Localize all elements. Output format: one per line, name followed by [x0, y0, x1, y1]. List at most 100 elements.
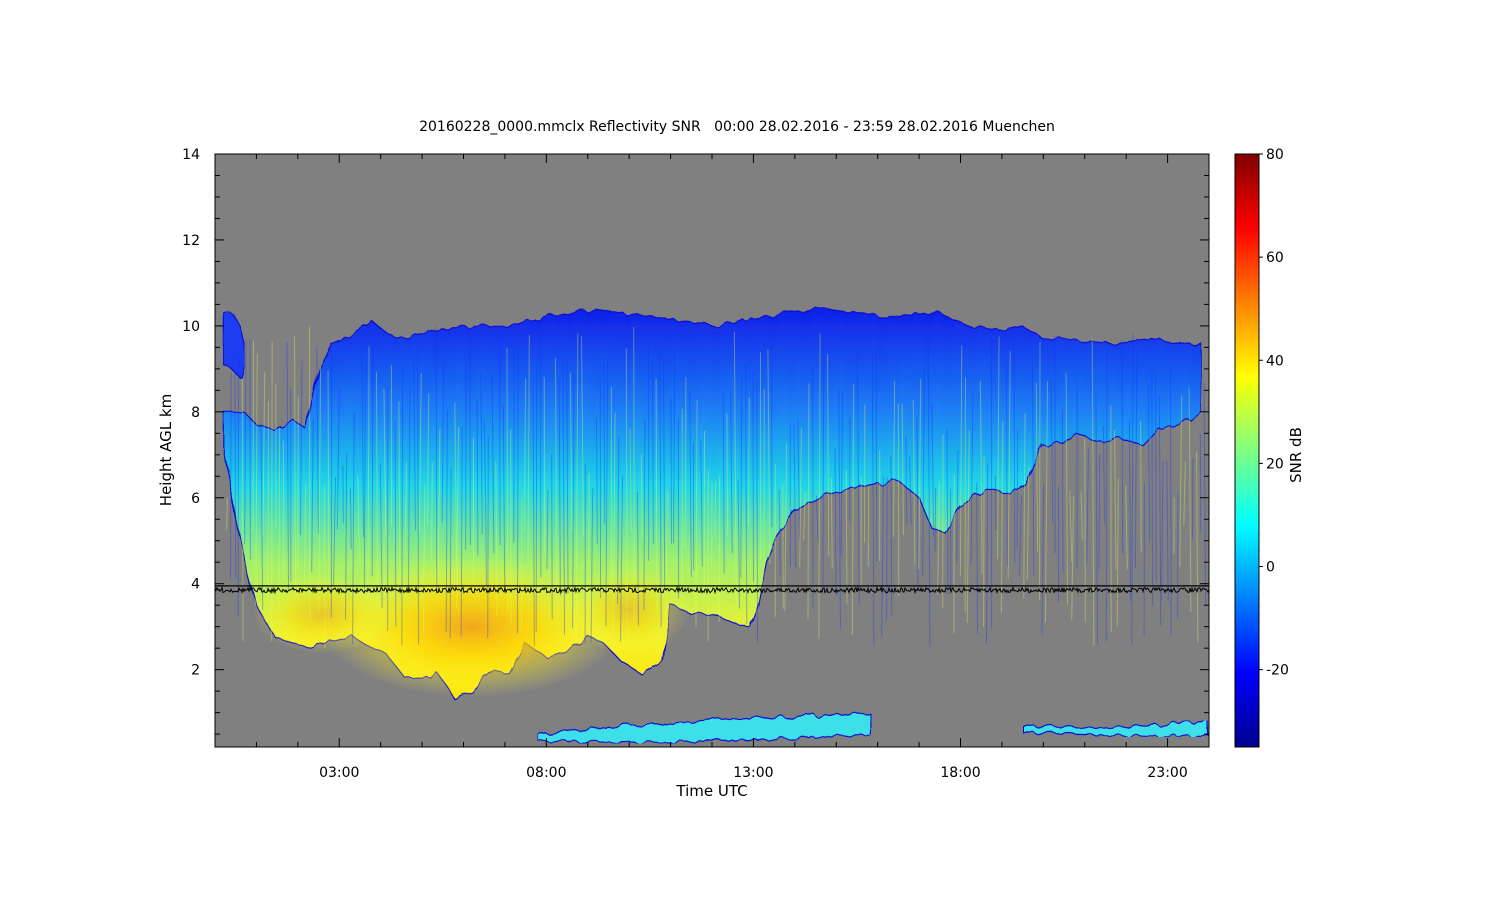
- fall-streak: [363, 366, 366, 595]
- fall-streak: [308, 326, 311, 620]
- fall-streak: [1199, 433, 1202, 532]
- fall-streak: [405, 462, 407, 555]
- fall-streak: [422, 483, 426, 635]
- fall-streak: [1007, 351, 1011, 579]
- fall-streak: [241, 377, 244, 642]
- fall-streak: [983, 455, 985, 627]
- fall-streak: [441, 358, 445, 523]
- fall-streak: [748, 397, 750, 526]
- chart-title: 20160228_0000.mmclx Reflectivity SNR 00:…: [419, 119, 1055, 135]
- colorbar-tick-label: 40: [1266, 353, 1284, 369]
- fall-streak: [979, 380, 983, 574]
- fall-streak: [778, 489, 781, 576]
- fall-streak: [997, 336, 1000, 560]
- fall-streak: [430, 463, 433, 562]
- y-tick-label: 10: [182, 319, 200, 335]
- fall-streak: [1045, 381, 1048, 623]
- fall-streak: [569, 372, 573, 532]
- fall-streak: [892, 380, 896, 537]
- reference-lines: [215, 585, 1209, 595]
- fall-streak: [818, 333, 821, 639]
- fall-streak: [495, 462, 498, 618]
- fall-streak: [799, 428, 802, 568]
- fall-streak: [834, 448, 837, 596]
- fall-streak: [1086, 447, 1089, 563]
- fall-streak: [255, 353, 258, 606]
- colorbar-tick-label: 80: [1266, 147, 1284, 163]
- fall-streak: [1069, 490, 1073, 563]
- fall-streak: [271, 341, 273, 642]
- fall-streak: [845, 470, 848, 604]
- fall-streak: [946, 429, 949, 595]
- fall-streak: [733, 331, 737, 611]
- fall-streak: [655, 378, 658, 612]
- fall-streak: [1071, 496, 1075, 621]
- fall-streak: [502, 405, 506, 592]
- fall-streak: [970, 390, 974, 564]
- fall-streak: [959, 345, 963, 577]
- fall-streak: [1134, 352, 1138, 569]
- fall-streak: [851, 384, 855, 636]
- fall-streak: [994, 475, 997, 530]
- fall-streak: [1102, 426, 1106, 524]
- fall-streak: [398, 401, 401, 583]
- fall-streak: [651, 356, 654, 544]
- fall-streak: [595, 417, 598, 544]
- fall-streak: [1013, 332, 1016, 563]
- fall-streak: [1125, 485, 1128, 570]
- fall-streak: [714, 480, 717, 540]
- fall-streak: [1080, 491, 1084, 541]
- fall-streak: [643, 418, 646, 610]
- fall-streak: [418, 373, 422, 533]
- fall-streak: [1166, 460, 1169, 602]
- fall-streak: [922, 367, 925, 576]
- fall-streak: [327, 370, 330, 586]
- fall-streak: [376, 371, 378, 605]
- fall-streak: [1050, 378, 1054, 524]
- fall-streak: [1140, 420, 1142, 553]
- fall-streak: [417, 332, 420, 645]
- fall-streak: [937, 482, 940, 596]
- fall-streak: [909, 456, 912, 525]
- fall-streak: [745, 364, 748, 625]
- fall-streak: [912, 400, 916, 565]
- fall-streak: [367, 346, 370, 597]
- fall-streak: [756, 380, 759, 643]
- fall-streak: [299, 361, 303, 536]
- fall-streak: [1105, 347, 1108, 642]
- fall-streak: [1121, 340, 1124, 554]
- fall-streak: [297, 396, 299, 603]
- colorbar-ticks: -20 0 20 40 60 80: [1259, 147, 1289, 679]
- x-tick-label: 23:00: [1147, 765, 1187, 781]
- cloud-layer: [222, 308, 1209, 744]
- fall-streak: [901, 403, 905, 535]
- fall-streak: [249, 339, 251, 560]
- fall-streak: [797, 418, 801, 541]
- cloud-core: [252, 573, 393, 654]
- fall-streak: [1084, 439, 1086, 622]
- y-tick-label: 8: [191, 405, 200, 421]
- fall-streak: [1023, 413, 1026, 599]
- fall-streak: [927, 338, 931, 647]
- x-axis: 03:00 08:00 13:00 18:00 23:00: [255, 154, 1188, 781]
- colorbar-tick-label: 60: [1266, 250, 1284, 266]
- fall-streak: [830, 478, 833, 569]
- fall-streak: [1095, 394, 1099, 644]
- fall-streak: [617, 436, 620, 604]
- fall-streak: [379, 463, 383, 608]
- fall-streak: [726, 413, 729, 537]
- fall-streak: [383, 389, 387, 536]
- fall-streak: [590, 488, 594, 643]
- fall-streak: [689, 392, 692, 578]
- x-tick-label: 03:00: [319, 765, 359, 781]
- y-tick-label: 2: [191, 663, 200, 679]
- fall-streak: [700, 440, 703, 567]
- fall-streak: [740, 373, 743, 578]
- fall-streak: [640, 454, 643, 538]
- fall-streak: [793, 423, 797, 568]
- fall-streak: [838, 389, 841, 628]
- colorbar-tick-label: -20: [1266, 663, 1289, 679]
- fall-streak: [918, 378, 922, 570]
- fall-streak: [252, 341, 255, 532]
- fall-streak: [316, 345, 319, 534]
